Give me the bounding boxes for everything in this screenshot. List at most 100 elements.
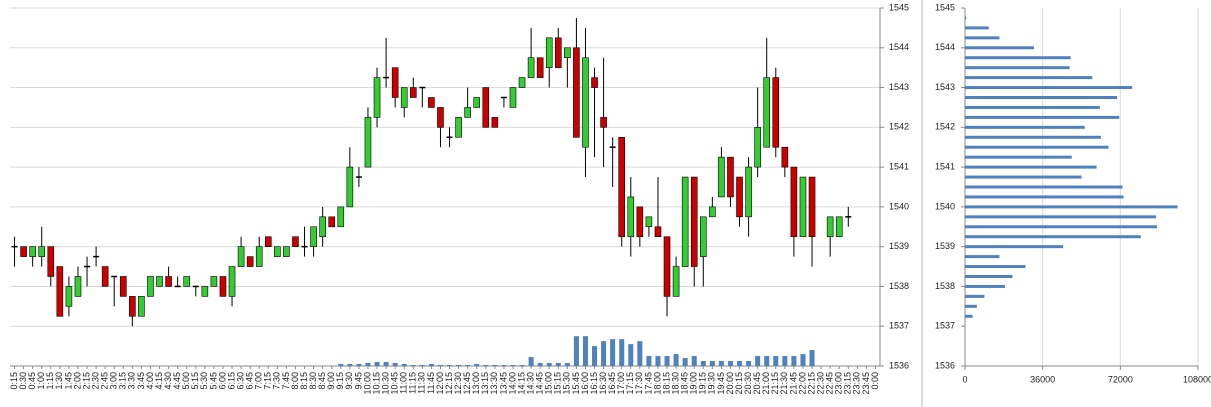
candle-body <box>74 276 82 297</box>
bar <box>965 125 1085 129</box>
x-tick-label: 20:15 <box>734 372 744 395</box>
volume-bar <box>628 344 634 366</box>
x-tick-label: 17:00 <box>616 372 626 395</box>
candle-body <box>681 176 689 267</box>
x-tick-label: 2:00 <box>72 372 82 390</box>
x-tick-label: 16:30 <box>598 372 608 395</box>
bar <box>965 115 1120 119</box>
y-tick-label: 1536 <box>889 360 909 370</box>
volume-bar <box>791 356 797 366</box>
x-tick-label: 21:15 <box>770 372 780 395</box>
x-tick-label: 0 <box>962 374 967 384</box>
bar <box>965 145 1109 149</box>
x-tick-label: 7:30 <box>272 372 282 390</box>
x-tick-label: 36000 <box>1030 374 1055 384</box>
bar <box>965 56 1071 60</box>
x-tick-label: 17:30 <box>634 372 644 395</box>
y-tick-label: 1542 <box>935 122 955 132</box>
x-tick-label: 13:00 <box>471 372 481 395</box>
candle-body <box>264 236 272 247</box>
x-tick-label: 19:00 <box>689 372 699 395</box>
candle-body <box>228 266 236 297</box>
candle-body <box>201 286 209 297</box>
x-tick-label: 0:15 <box>9 372 19 390</box>
x-tick-label: 21:00 <box>761 372 771 395</box>
x-tick-label: 4:15 <box>154 372 164 390</box>
x-tick-label: 20:30 <box>743 372 753 395</box>
volume-bar <box>519 365 525 366</box>
x-tick-label: 22:00 <box>797 372 807 395</box>
candle-body <box>835 216 843 238</box>
candle-body <box>210 276 218 287</box>
bar <box>965 304 977 308</box>
y-tick-label: 1543 <box>935 82 955 92</box>
x-tick-label: 17:45 <box>643 372 653 395</box>
volume-bar <box>492 365 498 366</box>
bar <box>965 96 1118 99</box>
bar <box>965 294 985 298</box>
candle-body <box>654 226 662 238</box>
candle-body <box>627 196 635 238</box>
x-tick-label: 0:00 <box>870 372 880 390</box>
bar <box>965 135 1101 139</box>
volume-bar <box>401 364 407 366</box>
volume-bar <box>474 364 480 366</box>
bar <box>965 215 1156 219</box>
volume-bar <box>456 365 462 366</box>
y-tick-label: 1537 <box>935 321 955 331</box>
candle-body <box>482 87 490 128</box>
x-tick-label: 5:00 <box>181 372 191 390</box>
candle-body <box>554 37 562 68</box>
x-tick-label: 8:00 <box>290 372 300 390</box>
x-tick-label: 22:45 <box>825 372 835 395</box>
volume-bar <box>410 365 416 366</box>
bar <box>965 46 1035 50</box>
candle-body <box>119 276 127 297</box>
volume-bar <box>619 339 625 366</box>
candle-body <box>101 266 109 287</box>
bar <box>965 26 989 30</box>
bar <box>965 314 973 318</box>
volume-bar <box>392 363 398 366</box>
candle-body <box>292 236 299 247</box>
x-tick-label: 23:45 <box>861 372 871 395</box>
candle-body <box>536 57 544 78</box>
x-tick-label: 3:30 <box>127 372 137 390</box>
volume-bar <box>383 362 389 366</box>
x-tick-label: 0:45 <box>27 372 37 390</box>
x-tick-label: 18:45 <box>680 372 690 395</box>
bar <box>965 275 1013 278</box>
volume-bar <box>682 358 688 366</box>
candle-body <box>582 57 589 148</box>
candle-body <box>636 206 644 238</box>
candle-body <box>346 166 354 208</box>
x-tick-label: 5:45 <box>208 372 218 390</box>
volume-bar <box>428 364 434 366</box>
x-tick-label: 13:15 <box>480 372 490 395</box>
y-tick-label: 1539 <box>935 241 955 251</box>
candle-body <box>165 276 172 287</box>
volume-bar <box>755 356 761 366</box>
candle-body <box>808 176 816 238</box>
x-tick-label: 23:00 <box>834 372 844 395</box>
candle-body <box>618 136 626 238</box>
x-tick-label: 23:30 <box>852 372 862 395</box>
candle-body <box>409 87 417 98</box>
bar <box>965 16 967 20</box>
bar <box>965 205 1178 209</box>
volume-bar <box>573 336 579 366</box>
volume-bar <box>419 365 425 366</box>
candle-body <box>473 97 481 108</box>
x-tick-label: 16:45 <box>607 372 617 395</box>
candle-body <box>38 246 46 257</box>
y-tick-label: 1542 <box>889 122 909 132</box>
x-tick-label: 2:45 <box>100 372 110 390</box>
x-tick-label: 0:30 <box>18 372 28 390</box>
x-tick-label: 21:45 <box>788 372 798 395</box>
x-tick-label: 1:45 <box>63 372 73 390</box>
candle-body <box>246 256 254 267</box>
candle-body <box>65 286 73 307</box>
candle-body <box>310 226 317 247</box>
candle-body <box>464 107 471 118</box>
x-tick-label: 15:45 <box>571 372 581 395</box>
